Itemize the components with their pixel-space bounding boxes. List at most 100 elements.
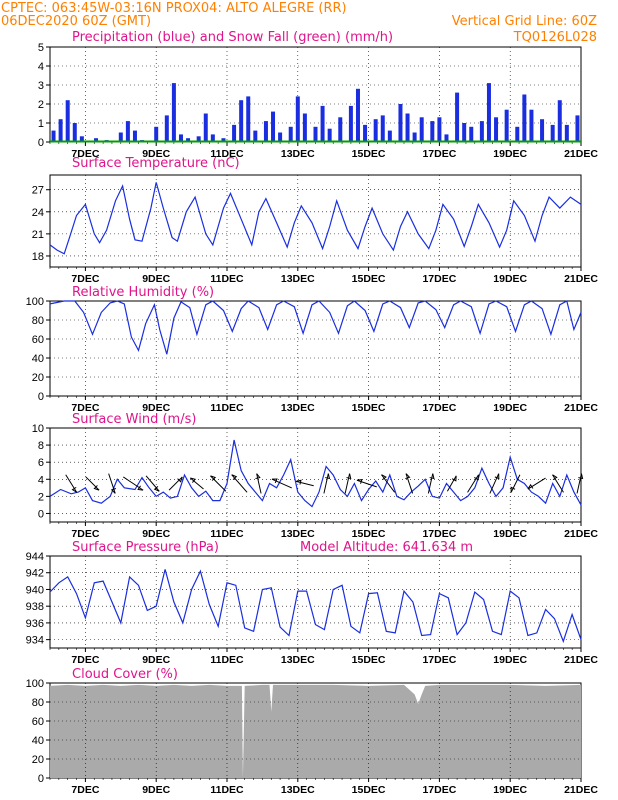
wind-arrow-head [255,473,261,480]
wind-arrow-shaft [446,475,457,492]
precipitation-bar [550,124,555,142]
humidity-xtick-label: 15DEC [352,402,386,414]
cloud-ytick-label: 20 [32,754,44,766]
pressure-plot-frame [49,555,582,649]
wind-panel: 0 2 4 6 8 10 7DEC 9DEC 11DEC 13DEC 15DEC 17DEC 19DEC… [32,423,599,540]
wind-arrow [323,473,331,494]
pressure-xtick-label: 17DEC [422,654,456,666]
wind-arrow [356,479,377,488]
precipitation-bar [462,123,467,142]
wind-arrow-shaft [405,473,414,494]
cloud-xtick-label: 21DEC [564,784,598,796]
precipitation-bar [540,119,545,142]
humidity-ytick-label: 20 [32,372,44,384]
precipitation-bar [79,136,84,142]
precipitation-bar [338,117,343,142]
wind-arrow [427,473,435,494]
precipitation-bar [196,136,201,142]
wind-arrow-head [190,477,197,483]
temperature-xtick-label: 15DEC [352,273,386,285]
precipitation-bar [94,138,99,142]
wind-arrow [510,474,521,493]
wind-arrow-shaft [381,474,396,493]
wind-arrow-shaft [108,473,116,494]
wind-arrow [189,477,204,490]
precipitation-bar [363,124,368,142]
cloud-xtick-label: 17DEC [422,784,456,796]
pressure-ytick-label: 938 [26,601,44,613]
wind-arrow-head [510,486,516,493]
wind-arrow-head [153,486,160,492]
precipitation-bar [221,138,226,142]
precipitation-bar [118,132,123,142]
precipitation-bar [437,117,442,142]
wind-arrow [552,474,564,493]
precipitation-bar [203,113,208,142]
pressure-xtick-label: 9DEC [142,654,170,666]
wind-arrow-shaft [489,473,500,494]
precipitation-panel-title: Precipitation (blue) and Snow Fall (gree… [72,30,393,45]
pressure-ytick-label: 942 [26,568,44,580]
temperature-plot-frame [49,174,582,268]
precipitation-plot-frame [49,46,582,143]
wind-arrow-head [356,479,363,484]
wind-arrow-head [271,478,278,484]
precipitation-xtick-label: 21DEC [564,148,598,160]
precipitation-xtick-label: 15DEC [352,148,386,160]
wind-arrow-head [552,474,558,481]
wind-xtick-label: 17DEC [422,528,456,540]
humidity-xtick-label: 11DEC [210,402,244,414]
header-grid-line: Vertical Grid Line: 60Z [452,14,597,29]
wind-arrow-head [405,473,411,480]
cloud-panel-title: Cloud Cover (%) [72,667,178,682]
wind-arrow-head [210,475,217,481]
wind-arrow-head [578,473,584,480]
wind-ytick-label: 0 [38,508,44,520]
precipitation-bar [564,124,569,142]
precipitation-bar [557,100,562,142]
precipitation-bar [469,126,474,142]
header-station: CPTEC: 063:45W-03:16N PROX04: ALTO ALEGR… [1,1,347,16]
temperature-xtick-label: 11DEC [210,273,244,285]
wind-series-line [49,439,582,508]
cloud-xtick-label: 11DEC [210,784,244,796]
precipitation-bar [125,121,130,142]
precipitation-bar [164,115,169,142]
pressure-panel: 934 936 938 940 942 944 7DEC 9DEC 11DEC 13DEC 15DE… [26,551,599,666]
wind-arrow [65,474,78,493]
precipitation-bar [51,130,56,142]
wind-arrow [255,473,262,494]
wind-xtick-label: 15DEC [352,528,386,540]
wind-arrow-shaft [123,476,144,491]
precipitation-ytick-label: 5 [38,42,44,54]
temperature-xtick-label: 9DEC [142,273,170,285]
wind-xtick-label: 21DEC [564,528,598,540]
wind-arrow [576,473,584,494]
wind-xtick-label: 19DEC [493,528,527,540]
precipitation-bar [132,130,137,142]
precipitation-bar [232,124,237,142]
precipitation-bar [419,117,424,142]
temperature-panel-title: Surface Temperature (nC) [72,156,240,171]
wind-arrow-shaft [323,473,329,494]
humidity-ytick-label: 40 [32,353,44,365]
precipitation-bar [405,113,410,142]
humidity-ytick-label: 100 [26,296,44,308]
temperature-ytick-label: 18 [32,251,44,263]
precipitation-bar [302,113,307,142]
precipitation-ytick-label: 2 [38,99,44,111]
precipitation-ytick-label: 4 [38,61,44,73]
pressure-ytick-label: 934 [26,635,44,647]
temperature-xtick-label: 19DEC [493,273,527,285]
precipitation-panel: 0 1 2 3 4 5 7DEC 9DEC 11DEC 13DEC 15DEC 17DEC 19DEC 2… [38,42,598,160]
wind-arrow [344,473,352,494]
precipitation-xtick-label: 19DEC [493,148,527,160]
temperature-xtick-label: 21DEC [564,273,598,285]
wind-ytick-label: 2 [38,491,44,503]
wind-xtick-label: 7DEC [71,528,99,540]
pressure-xtick-label: 11DEC [210,654,244,666]
precipitation-bar [327,128,332,142]
precipitation-bar [380,115,385,142]
wind-arrow [527,477,546,490]
